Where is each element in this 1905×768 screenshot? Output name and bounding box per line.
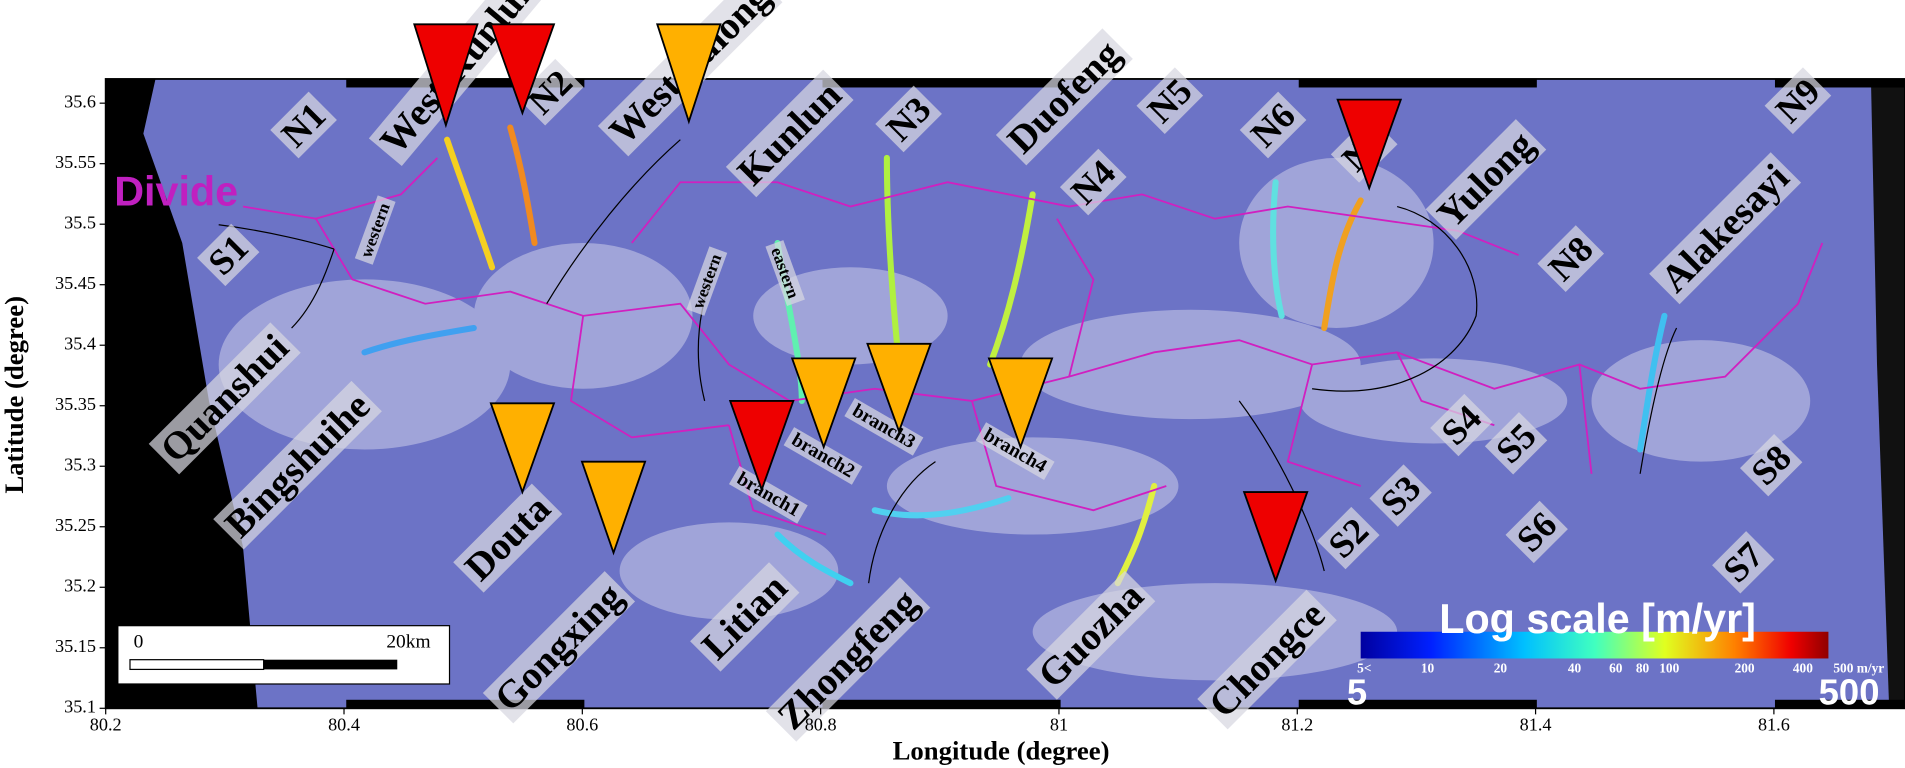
x-tick-label: 81.2 [1281,715,1313,735]
colorbar-title: Log scale [m/yr] [1439,596,1756,642]
y-tick-label: 35.5 [64,212,96,232]
x-tick-label: 80.6 [566,715,598,735]
colorbar-min: 5 [1347,672,1367,713]
y-tick-label: 35.4 [64,333,96,353]
colorbar-tick-label: 400 [1793,660,1813,675]
colorbar-tick-label: 80 [1636,660,1650,675]
colorbar-tick-label: 100 [1659,660,1679,675]
y-tick-label: 35.35 [55,394,96,414]
scale-end: 20km [386,632,430,653]
x-axis-label: Longitude (degree) [893,735,1110,765]
colorbar-tick-label: 10 [1421,660,1435,675]
y-tick-label: 35.55 [55,152,96,172]
y-tick-label: 35.2 [64,575,96,595]
scale-bar [130,660,264,670]
y-tick-label: 35.25 [55,515,96,535]
scale-start: 0 [134,632,144,653]
colorbar-tick-label: 40 [1568,660,1582,675]
divide-label: Divide [114,168,238,214]
y-axis-label: Latitude (degree) [0,296,29,494]
x-tick-label: 81 [1050,715,1068,735]
y-tick-label: 35.15 [55,636,96,656]
x-tick-label: 80.2 [90,715,122,735]
x-tick-label: 80.4 [328,715,360,735]
scale-bar [264,660,398,670]
colorbar-tick-label: 60 [1609,660,1623,675]
colorbar-tick-label: 200 [1735,660,1755,675]
y-tick-label: 35.45 [55,273,96,293]
y-tick-label: 35.6 [64,91,96,111]
figure: 0 20km Log scale [m/yr] 5 500 Longitude … [0,0,1905,768]
colorbar-max: 500 [1819,672,1880,713]
x-tick-label: 81.4 [1520,715,1552,735]
y-tick-label: 35.1 [64,696,96,716]
colorbar-tick-label: 5< [1357,660,1371,675]
x-tick-label: 81.6 [1758,715,1790,735]
y-tick-label: 35.3 [64,454,96,474]
colorbar-tick-label: 500 m/yr [1833,660,1884,675]
x-tick-label: 80.8 [805,715,837,735]
colorbar-tick-label: 20 [1494,660,1508,675]
